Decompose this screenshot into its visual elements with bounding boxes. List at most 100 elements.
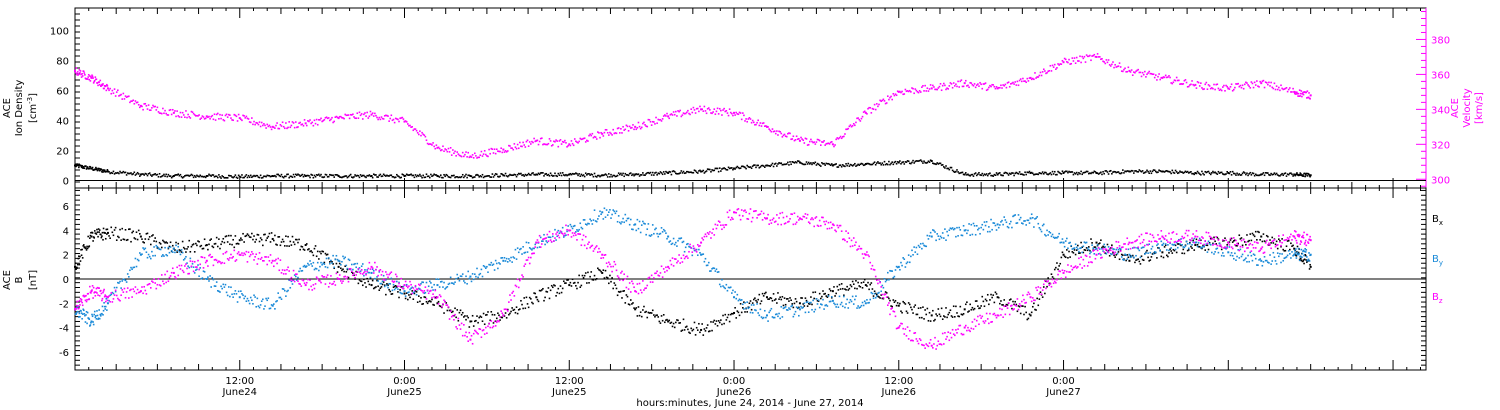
scatter-dot: [281, 176, 284, 178]
scatter-dot: [789, 161, 791, 163]
scatter-dot: [101, 312, 103, 315]
scatter-dot: [557, 172, 560, 175]
scatter-dot: [1025, 173, 1027, 176]
scatter-dot: [572, 282, 575, 284]
scatter-dot: [547, 236, 550, 238]
scatter-dot: [1075, 171, 1078, 174]
scatter-dot: [322, 119, 325, 122]
scatter-dot: [396, 286, 398, 288]
scatter-dot: [490, 311, 493, 313]
scatter-dot: [692, 106, 695, 109]
scatter-dot: [599, 210, 601, 213]
scatter-dot: [81, 167, 84, 169]
scatter-dot: [237, 174, 240, 177]
scatter-dot: [1291, 91, 1293, 93]
scatter-dot: [732, 313, 734, 315]
scatter-dot: [610, 280, 612, 283]
scatter-dot: [399, 289, 401, 291]
scatter-dot: [561, 287, 564, 290]
scatter-dot: [324, 173, 327, 176]
scatter-dot: [1063, 57, 1066, 60]
scatter-dot: [387, 284, 389, 286]
scatter-dot: [302, 248, 305, 251]
y2-tick-label: 380: [1431, 35, 1450, 46]
scatter-dot: [326, 176, 329, 178]
scatter-dot: [881, 297, 884, 300]
scatter-dot: [208, 173, 210, 176]
scatter-dot: [366, 111, 368, 114]
scatter-dot: [1073, 249, 1076, 251]
scatter-dot: [398, 120, 400, 123]
scatter-dot: [303, 249, 306, 251]
scatter-dot: [661, 118, 664, 120]
scatter-dot: [189, 174, 192, 177]
scatter-dot: [1178, 171, 1180, 174]
scatter-dot: [257, 176, 260, 178]
scatter-dot: [932, 162, 934, 165]
scatter-dot: [1010, 298, 1012, 301]
scatter-dot: [681, 114, 684, 116]
scatter-dot: [1102, 60, 1104, 63]
scatter-dot: [918, 90, 921, 92]
scatter-dot: [1287, 239, 1290, 242]
scatter-dot: [584, 223, 587, 226]
scatter-dot: [635, 173, 638, 175]
scatter-dot: [143, 174, 145, 176]
scatter-dot: [286, 290, 288, 293]
scatter-dot: [947, 167, 950, 170]
scatter-dot: [336, 271, 339, 273]
scatter-dot: [638, 220, 641, 223]
scatter-dot: [819, 303, 822, 305]
scatter-dot: [717, 271, 720, 273]
scatter-dot: [113, 88, 116, 90]
scatter-dot: [405, 173, 408, 176]
scatter-dot: [571, 278, 574, 281]
scatter-dot: [1026, 318, 1029, 321]
scatter-dot: [707, 261, 710, 264]
scatter-dot: [358, 267, 361, 269]
data-point: [864, 111, 867, 114]
scatter-dot: [1083, 241, 1086, 243]
scatter-dot: [439, 281, 442, 283]
scatter-dot: [984, 82, 987, 84]
scatter-dot: [895, 94, 898, 97]
scatter-dot: [427, 300, 430, 303]
scatter-dot: [946, 230, 948, 233]
scatter-dot: [160, 255, 163, 258]
scatter-dot: [1067, 247, 1069, 250]
scatter-dot: [1098, 242, 1101, 244]
scatter-dot: [383, 115, 386, 117]
scatter-dot: [458, 176, 461, 178]
scatter-dot: [106, 83, 108, 86]
data-point: [90, 320, 93, 323]
scatter-dot: [666, 171, 668, 174]
scatter-dot: [491, 148, 494, 151]
scatter-dot: [225, 235, 228, 237]
scatter-dot: [631, 303, 633, 305]
scatter-dot: [1253, 254, 1256, 256]
scatter-dot: [1077, 173, 1079, 176]
scatter-dot: [119, 170, 121, 173]
scatter-dot: [1094, 171, 1097, 173]
scatter-dot: [569, 172, 572, 175]
scatter-dot: [591, 278, 594, 281]
scatter-dot: [734, 306, 736, 309]
scatter-dot: [891, 161, 893, 163]
scatter-dot: [102, 169, 105, 171]
scatter-dot: [658, 119, 661, 121]
scatter-dot: [348, 117, 351, 120]
scatter-dot: [656, 314, 658, 316]
scatter-dot: [588, 222, 590, 225]
scatter-dot: [868, 163, 870, 165]
scatter-dot: [593, 274, 596, 277]
scatter-dot: [101, 305, 104, 308]
scatter-dot: [633, 307, 635, 309]
scatter-dot: [772, 293, 775, 295]
scatter-dot: [1105, 170, 1108, 172]
scatter-dot: [825, 295, 828, 297]
scatter-dot: [340, 263, 342, 266]
scatter-dot: [1296, 253, 1298, 256]
scatter-dot: [901, 161, 903, 164]
scatter-dot: [498, 150, 500, 153]
scatter-dot: [166, 270, 169, 273]
